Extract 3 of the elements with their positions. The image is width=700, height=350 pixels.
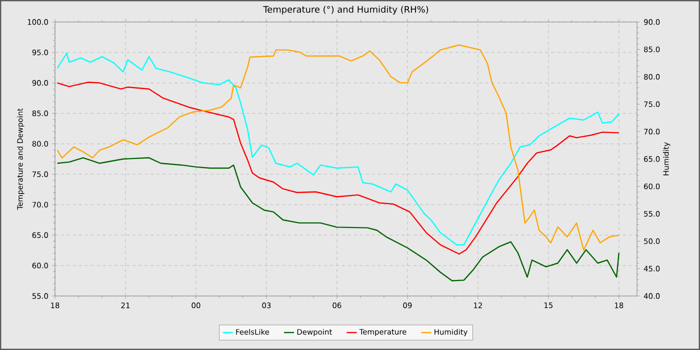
line-series (56, 82, 620, 255)
chart-title: Temperature (°) and Humidity (RH%) (263, 6, 428, 14)
line-series (56, 157, 620, 282)
